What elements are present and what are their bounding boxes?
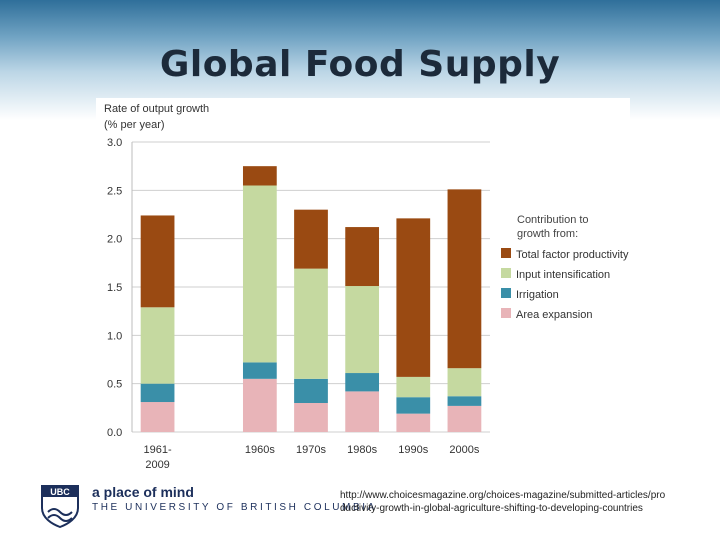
bar-segment bbox=[140, 307, 175, 384]
bar-segment bbox=[242, 166, 277, 186]
y-tick-label: 2.5 bbox=[107, 185, 122, 197]
bar-segment bbox=[396, 376, 431, 398]
chart-panel: Rate of output growth (% per year) 0.0 0.5 1… bbox=[96, 98, 630, 478]
x-tick-label: 2009 bbox=[145, 459, 169, 471]
bar-segment bbox=[242, 378, 277, 432]
legend-swatch bbox=[501, 288, 511, 298]
bar-segment bbox=[294, 209, 328, 269]
y-axis-title-line: (% per year) bbox=[104, 119, 165, 131]
bar-segment bbox=[140, 402, 175, 432]
bar-segment bbox=[396, 218, 431, 377]
bar-segment bbox=[294, 268, 328, 379]
legend-title-line: growth from: bbox=[517, 228, 578, 240]
y-tick-label: 1.0 bbox=[107, 330, 122, 342]
bar-segment bbox=[447, 189, 482, 369]
bar-segment bbox=[447, 368, 482, 397]
legend-label: Irrigation bbox=[516, 289, 559, 301]
legend-label: Total factor productivity bbox=[516, 249, 629, 261]
bar-segment bbox=[140, 215, 175, 308]
ubc-crest-logo: UBC bbox=[41, 485, 79, 528]
ubc-logo-text: UBC bbox=[50, 487, 70, 497]
y-tick-label: 0.0 bbox=[107, 427, 122, 439]
bar-segment bbox=[140, 383, 175, 403]
bar-segment bbox=[345, 391, 380, 432]
legend-swatch bbox=[501, 308, 511, 318]
bar-segment bbox=[396, 413, 431, 432]
legend-swatch bbox=[501, 268, 511, 278]
y-tick-label: 2.0 bbox=[107, 234, 122, 246]
bar-segment bbox=[345, 286, 380, 374]
y-tick-label: 0.5 bbox=[107, 379, 122, 391]
y-tick-label: 1.5 bbox=[107, 282, 122, 294]
x-tick-label: 1980s bbox=[347, 444, 377, 456]
source-link[interactable]: http://www.choicesmagazine.org/choices-m… bbox=[340, 490, 666, 514]
x-tick-label: 1970s bbox=[296, 444, 326, 456]
legend-title-line: Contribution to bbox=[517, 214, 589, 226]
x-tick-label: 1960s bbox=[245, 444, 275, 456]
y-axis-title-line: Rate of output growth bbox=[104, 103, 209, 115]
university-name: THE UNIVERSITY OF BRITISH COLUMBIA bbox=[92, 502, 377, 513]
bar-segment bbox=[242, 362, 277, 379]
bar-segment bbox=[447, 396, 482, 406]
legend-swatch bbox=[501, 248, 511, 258]
bar-segment bbox=[294, 403, 328, 432]
bar-segment bbox=[345, 373, 380, 392]
x-tick-label: 1961- bbox=[144, 444, 172, 456]
bar-segment bbox=[294, 378, 328, 403]
bar-segment bbox=[447, 405, 482, 432]
stacked-bar-chart: Rate of output growth (% per year) 0.0 0.5 1… bbox=[104, 103, 629, 471]
slide-title: Global Food Supply bbox=[159, 44, 561, 85]
x-tick-label: 1990s bbox=[398, 444, 428, 456]
tagline: a place of mind bbox=[92, 484, 194, 500]
bar-segment bbox=[396, 397, 431, 414]
x-tick-label: 2000s bbox=[449, 444, 479, 456]
bar-segment bbox=[242, 185, 277, 363]
y-tick-label: 3.0 bbox=[107, 137, 122, 149]
legend-label: Input intensification bbox=[516, 269, 610, 281]
bar-segment bbox=[345, 227, 380, 287]
legend-label: Area expansion bbox=[516, 309, 592, 321]
